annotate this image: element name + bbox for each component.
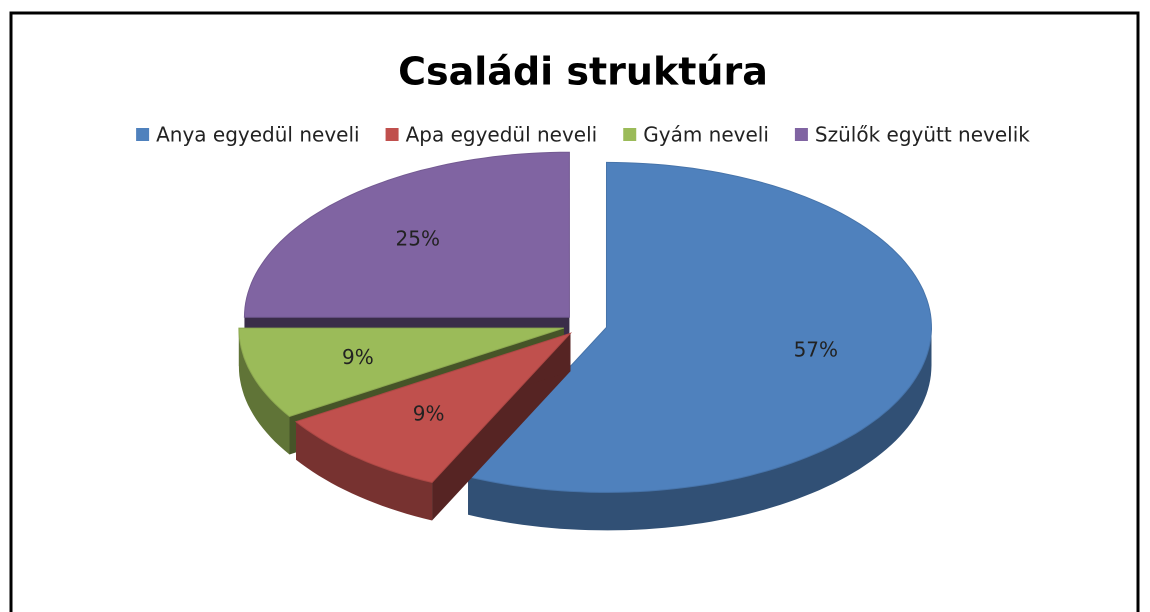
legend-label: Szülők együtt nevelik	[815, 123, 1030, 147]
slice	[238, 327, 565, 418]
legend-label: Gyám neveli	[643, 123, 769, 147]
legend-label: Apa egyedül neveli	[406, 123, 598, 147]
slice	[467, 161, 933, 493]
legend-swatch	[794, 128, 808, 141]
legend-swatch	[385, 128, 399, 141]
data-label: 25%	[396, 227, 440, 251]
data-label: 9%	[413, 401, 445, 425]
legend: Anya egyedül neveli Apa egyedül neveli Gyá…	[136, 123, 1030, 147]
pie: 57% 9% 9% 25%	[238, 151, 933, 531]
slice-side	[468, 327, 932, 531]
slice	[294, 332, 573, 484]
frame	[9, 11, 1140, 612]
data-label: 57%	[794, 338, 838, 362]
slice-side	[238, 328, 290, 455]
slice-side	[296, 421, 433, 521]
legend-swatch	[623, 128, 637, 141]
chart-title: Családi struktúra	[398, 50, 768, 94]
data-label: 9%	[342, 345, 374, 369]
slice	[243, 151, 570, 318]
legend-swatch	[136, 128, 150, 141]
legend-label: Anya egyedül neveli	[156, 123, 359, 147]
